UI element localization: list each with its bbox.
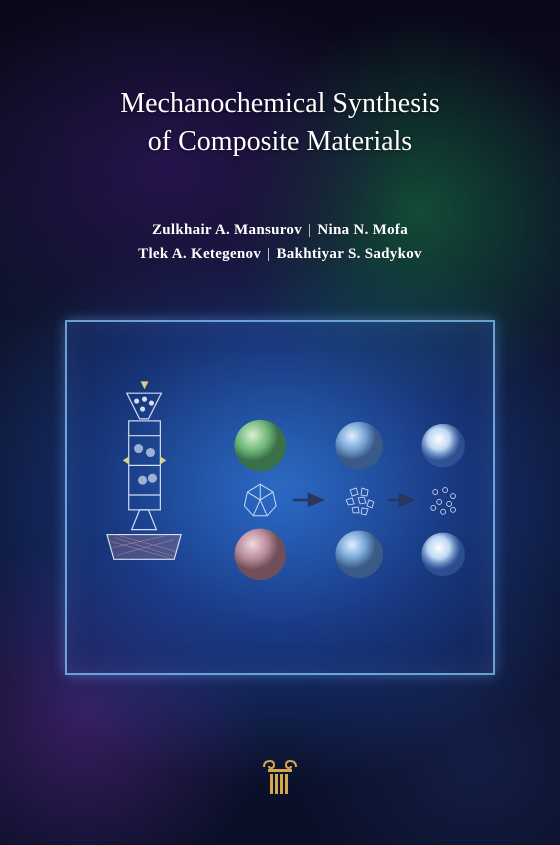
sphere-stage1-top <box>235 420 286 471</box>
author-1: Zulkhair A. Mansurov <box>152 222 302 238</box>
author-4: Bakhtiyar S. Sadykov <box>276 246 421 262</box>
author-3: Tlek A. Ketegenov <box>138 246 261 262</box>
authors-block: Zulkhair A. Mansurov | Nina N. Mofa Tlek A… <box>0 218 560 266</box>
book-cover: Mechanochemical Synthesis of Composite M… <box>0 0 560 845</box>
title-line-2: of Composite Materials <box>148 126 412 157</box>
process-diagram-frame <box>65 320 495 675</box>
process-diagram <box>67 322 493 673</box>
separator-icon: | <box>267 246 270 262</box>
polyhedron-icon <box>244 484 276 516</box>
sphere-stage1-bottom <box>235 529 286 580</box>
publisher-logo-icon <box>258 753 302 797</box>
book-title: Mechanochemical Synthesis of Composite M… <box>0 85 560 161</box>
author-2: Nina N. Mofa <box>317 222 408 238</box>
separator-icon: | <box>308 222 311 238</box>
sphere-stage2-bottom <box>335 531 382 578</box>
nanoparticles-icon <box>431 488 456 515</box>
sphere-stage3-top <box>421 424 465 468</box>
ball-mill-icon <box>107 381 181 559</box>
title-line-1: Mechanochemical Synthesis <box>120 88 440 119</box>
fragments-icon <box>346 488 374 515</box>
sphere-stage3-bottom <box>421 533 465 577</box>
sphere-stage2-top <box>335 422 382 469</box>
